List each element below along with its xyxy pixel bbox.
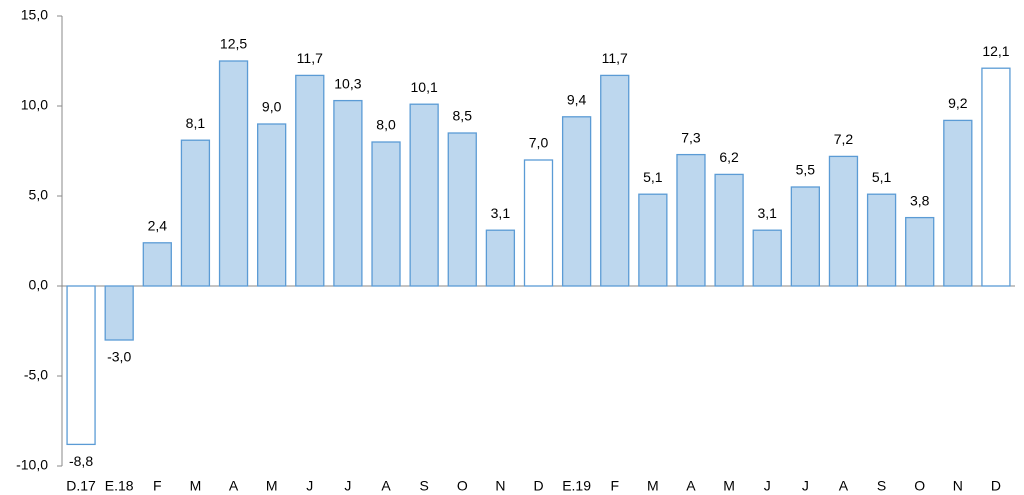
x-tick-label: A (381, 478, 391, 494)
x-tick-label: D.17 (66, 478, 96, 494)
value-label: 9,2 (948, 95, 968, 111)
value-label: 12,1 (982, 43, 1009, 59)
x-tick-label: A (229, 478, 239, 494)
x-tick-label: M (723, 478, 735, 494)
bar (485, 229, 516, 287)
bar (218, 60, 249, 287)
value-label: 8,5 (453, 108, 473, 124)
x-tick-label: D (533, 478, 543, 494)
bar (409, 103, 439, 287)
bar (371, 141, 401, 287)
x-tick-label: F (610, 478, 619, 494)
x-tick-label: E.19 (562, 478, 591, 494)
bar (180, 139, 211, 287)
value-label: 3,1 (491, 205, 511, 221)
bar (447, 132, 477, 287)
y-tick-label: -10,0 (16, 457, 48, 473)
bar (638, 193, 668, 287)
x-tick-label: S (877, 478, 886, 494)
value-label: 8,1 (186, 115, 206, 131)
value-label: 10,3 (334, 75, 361, 91)
bar (905, 216, 935, 287)
value-label: 9,0 (262, 99, 282, 115)
y-tick-label: -5,0 (24, 367, 48, 383)
value-label: 5,5 (796, 162, 816, 178)
x-tick-label: F (153, 478, 162, 494)
value-label: 7,0 (529, 135, 549, 151)
y-tick-label: 15,0 (21, 7, 48, 23)
x-tick-label: J (344, 478, 351, 494)
x-tick-label: S (419, 478, 428, 494)
x-tick-label: A (686, 478, 696, 494)
x-tick-label: M (190, 478, 202, 494)
x-tick-label: O (457, 478, 468, 494)
bar (828, 155, 859, 287)
bar (66, 285, 96, 446)
x-tick-label: A (839, 478, 849, 494)
bar (790, 186, 820, 287)
x-tick-label: M (266, 478, 278, 494)
bar (676, 153, 706, 287)
value-label: 3,8 (910, 192, 930, 208)
bar (523, 159, 554, 287)
x-tick-label: O (914, 478, 925, 494)
bar (600, 74, 630, 287)
value-label: 7,2 (834, 131, 854, 147)
value-label: 3,1 (757, 205, 777, 221)
value-label: 11,7 (297, 50, 323, 66)
value-label: 8,0 (376, 117, 396, 133)
x-tick-label: M (647, 478, 659, 494)
value-label: 2,4 (148, 218, 168, 234)
x-tick-label: N (953, 478, 963, 494)
x-tick-label: J (306, 478, 313, 494)
value-label: -3,0 (107, 349, 131, 365)
bar (561, 116, 592, 287)
bar (257, 123, 287, 287)
x-tick-label: E.18 (105, 478, 134, 494)
value-label: 10,1 (411, 79, 438, 95)
bar (866, 193, 897, 287)
value-label: 12,5 (220, 36, 247, 52)
value-label: 6,2 (719, 149, 739, 165)
x-tick-label: N (495, 478, 505, 494)
value-label: 5,1 (872, 169, 892, 185)
value-label: 7,3 (681, 129, 701, 145)
bar (752, 229, 782, 287)
x-tick-label: D (991, 478, 1001, 494)
y-tick-label: 0,0 (29, 277, 49, 293)
y-tick-label: 5,0 (29, 187, 49, 203)
value-label: 11,7 (602, 50, 628, 66)
value-label: -8,8 (69, 453, 93, 469)
x-tick-label: J (764, 478, 771, 494)
bar (943, 119, 973, 287)
bar (333, 99, 363, 287)
bar (295, 74, 325, 287)
value-label: 5,1 (643, 169, 663, 185)
value-label: 9,4 (567, 92, 587, 108)
bar (981, 67, 1011, 287)
x-tick-label: J (802, 478, 809, 494)
bar (714, 173, 744, 287)
bar (104, 285, 134, 341)
bar (142, 242, 172, 287)
y-tick-label: 10,0 (21, 97, 48, 113)
